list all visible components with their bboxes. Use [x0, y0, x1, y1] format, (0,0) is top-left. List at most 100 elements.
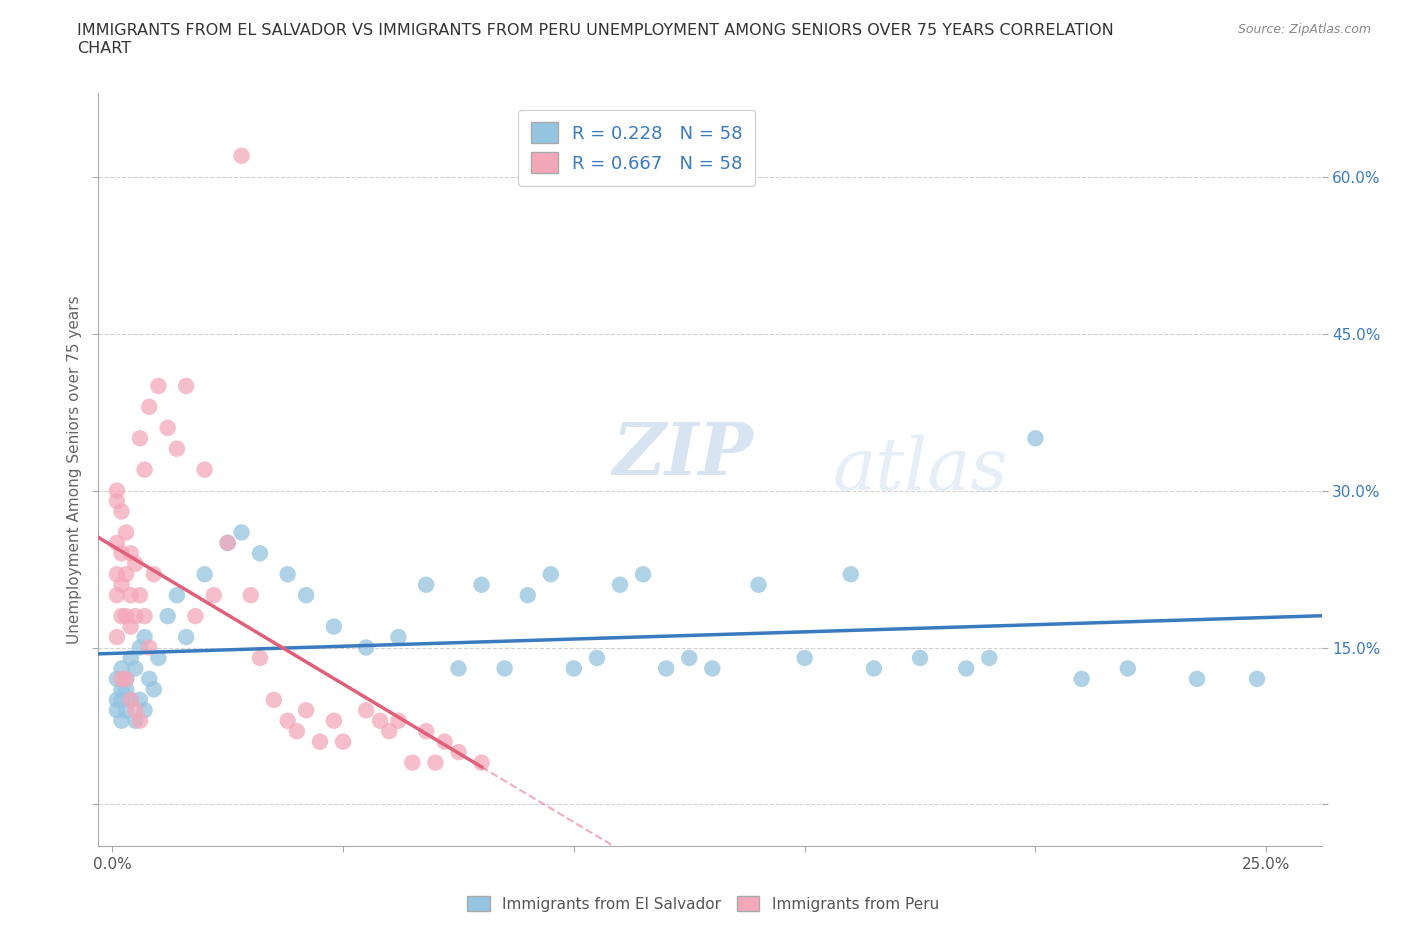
Point — [105, 630, 128, 644]
Point — [120, 546, 142, 561]
Point — [134, 630, 156, 644]
Point — [1116, 661, 1139, 676]
Point — [979, 651, 1001, 666]
Point — [120, 692, 142, 708]
Point — [1246, 671, 1268, 686]
Point — [702, 661, 724, 676]
Point — [470, 578, 492, 592]
Point — [540, 567, 562, 582]
Point — [217, 536, 239, 551]
Point — [354, 703, 377, 718]
Point — [516, 588, 538, 603]
Point — [295, 703, 318, 718]
Point — [142, 567, 165, 582]
Point — [401, 755, 423, 770]
Point — [120, 692, 142, 708]
Point — [174, 630, 197, 644]
Point — [470, 755, 492, 770]
Point — [105, 567, 128, 582]
Point — [110, 692, 132, 708]
Point — [115, 671, 138, 686]
Point — [110, 713, 132, 728]
Point — [494, 661, 516, 676]
Text: IMMIGRANTS FROM EL SALVADOR VS IMMIGRANTS FROM PERU UNEMPLOYMENT AMONG SENIORS O: IMMIGRANTS FROM EL SALVADOR VS IMMIGRANT… — [77, 23, 1114, 56]
Point — [166, 442, 188, 457]
Point — [1070, 671, 1092, 686]
Point — [425, 755, 447, 770]
Point — [1185, 671, 1208, 686]
Point — [115, 703, 138, 718]
Point — [277, 567, 299, 582]
Point — [166, 588, 188, 603]
Point — [148, 379, 170, 393]
Point — [120, 588, 142, 603]
Point — [115, 567, 138, 582]
Point — [105, 494, 128, 509]
Point — [908, 651, 931, 666]
Point — [134, 462, 156, 477]
Point — [138, 400, 160, 415]
Point — [217, 536, 239, 551]
Point — [138, 640, 160, 655]
Point — [120, 619, 142, 634]
Point — [433, 735, 456, 750]
Point — [124, 609, 146, 624]
Point — [194, 462, 217, 477]
Point — [105, 703, 128, 718]
Point — [134, 703, 156, 718]
Point — [124, 713, 146, 728]
Point — [839, 567, 862, 582]
Point — [120, 651, 142, 666]
Point — [129, 713, 152, 728]
Point — [115, 682, 138, 697]
Legend: Immigrants from El Salvador, Immigrants from Peru: Immigrants from El Salvador, Immigrants … — [461, 889, 945, 918]
Point — [249, 651, 271, 666]
Point — [747, 578, 769, 592]
Point — [148, 651, 170, 666]
Point — [239, 588, 262, 603]
Point — [110, 671, 132, 686]
Point — [142, 682, 165, 697]
Point — [129, 588, 152, 603]
Point — [1024, 431, 1046, 445]
Point — [249, 546, 271, 561]
Point — [156, 420, 179, 435]
Point — [156, 609, 179, 624]
Point — [378, 724, 401, 738]
Point — [115, 671, 138, 686]
Point — [631, 567, 654, 582]
Legend: R = 0.228   N = 58, R = 0.667   N = 58: R = 0.228 N = 58, R = 0.667 N = 58 — [517, 110, 755, 186]
Point — [194, 567, 217, 582]
Point — [110, 546, 132, 561]
Point — [387, 630, 409, 644]
Point — [184, 609, 207, 624]
Point — [115, 609, 138, 624]
Point — [368, 713, 391, 728]
Point — [285, 724, 308, 738]
Point — [110, 504, 132, 519]
Point — [562, 661, 585, 676]
Text: atlas: atlas — [832, 434, 1008, 505]
Point — [129, 692, 152, 708]
Point — [105, 588, 128, 603]
Point — [793, 651, 815, 666]
Point — [678, 651, 700, 666]
Point — [609, 578, 631, 592]
Point — [105, 484, 128, 498]
Point — [124, 703, 146, 718]
Point — [124, 661, 146, 676]
Point — [129, 431, 152, 445]
Point — [277, 713, 299, 728]
Point — [322, 619, 344, 634]
Y-axis label: Unemployment Among Seniors over 75 years: Unemployment Among Seniors over 75 years — [66, 296, 82, 644]
Point — [263, 692, 285, 708]
Point — [863, 661, 886, 676]
Point — [322, 713, 344, 728]
Point — [110, 661, 132, 676]
Point — [110, 609, 132, 624]
Text: Source: ZipAtlas.com: Source: ZipAtlas.com — [1237, 23, 1371, 36]
Point — [387, 713, 409, 728]
Point — [105, 692, 128, 708]
Point — [231, 525, 253, 539]
Point — [134, 609, 156, 624]
